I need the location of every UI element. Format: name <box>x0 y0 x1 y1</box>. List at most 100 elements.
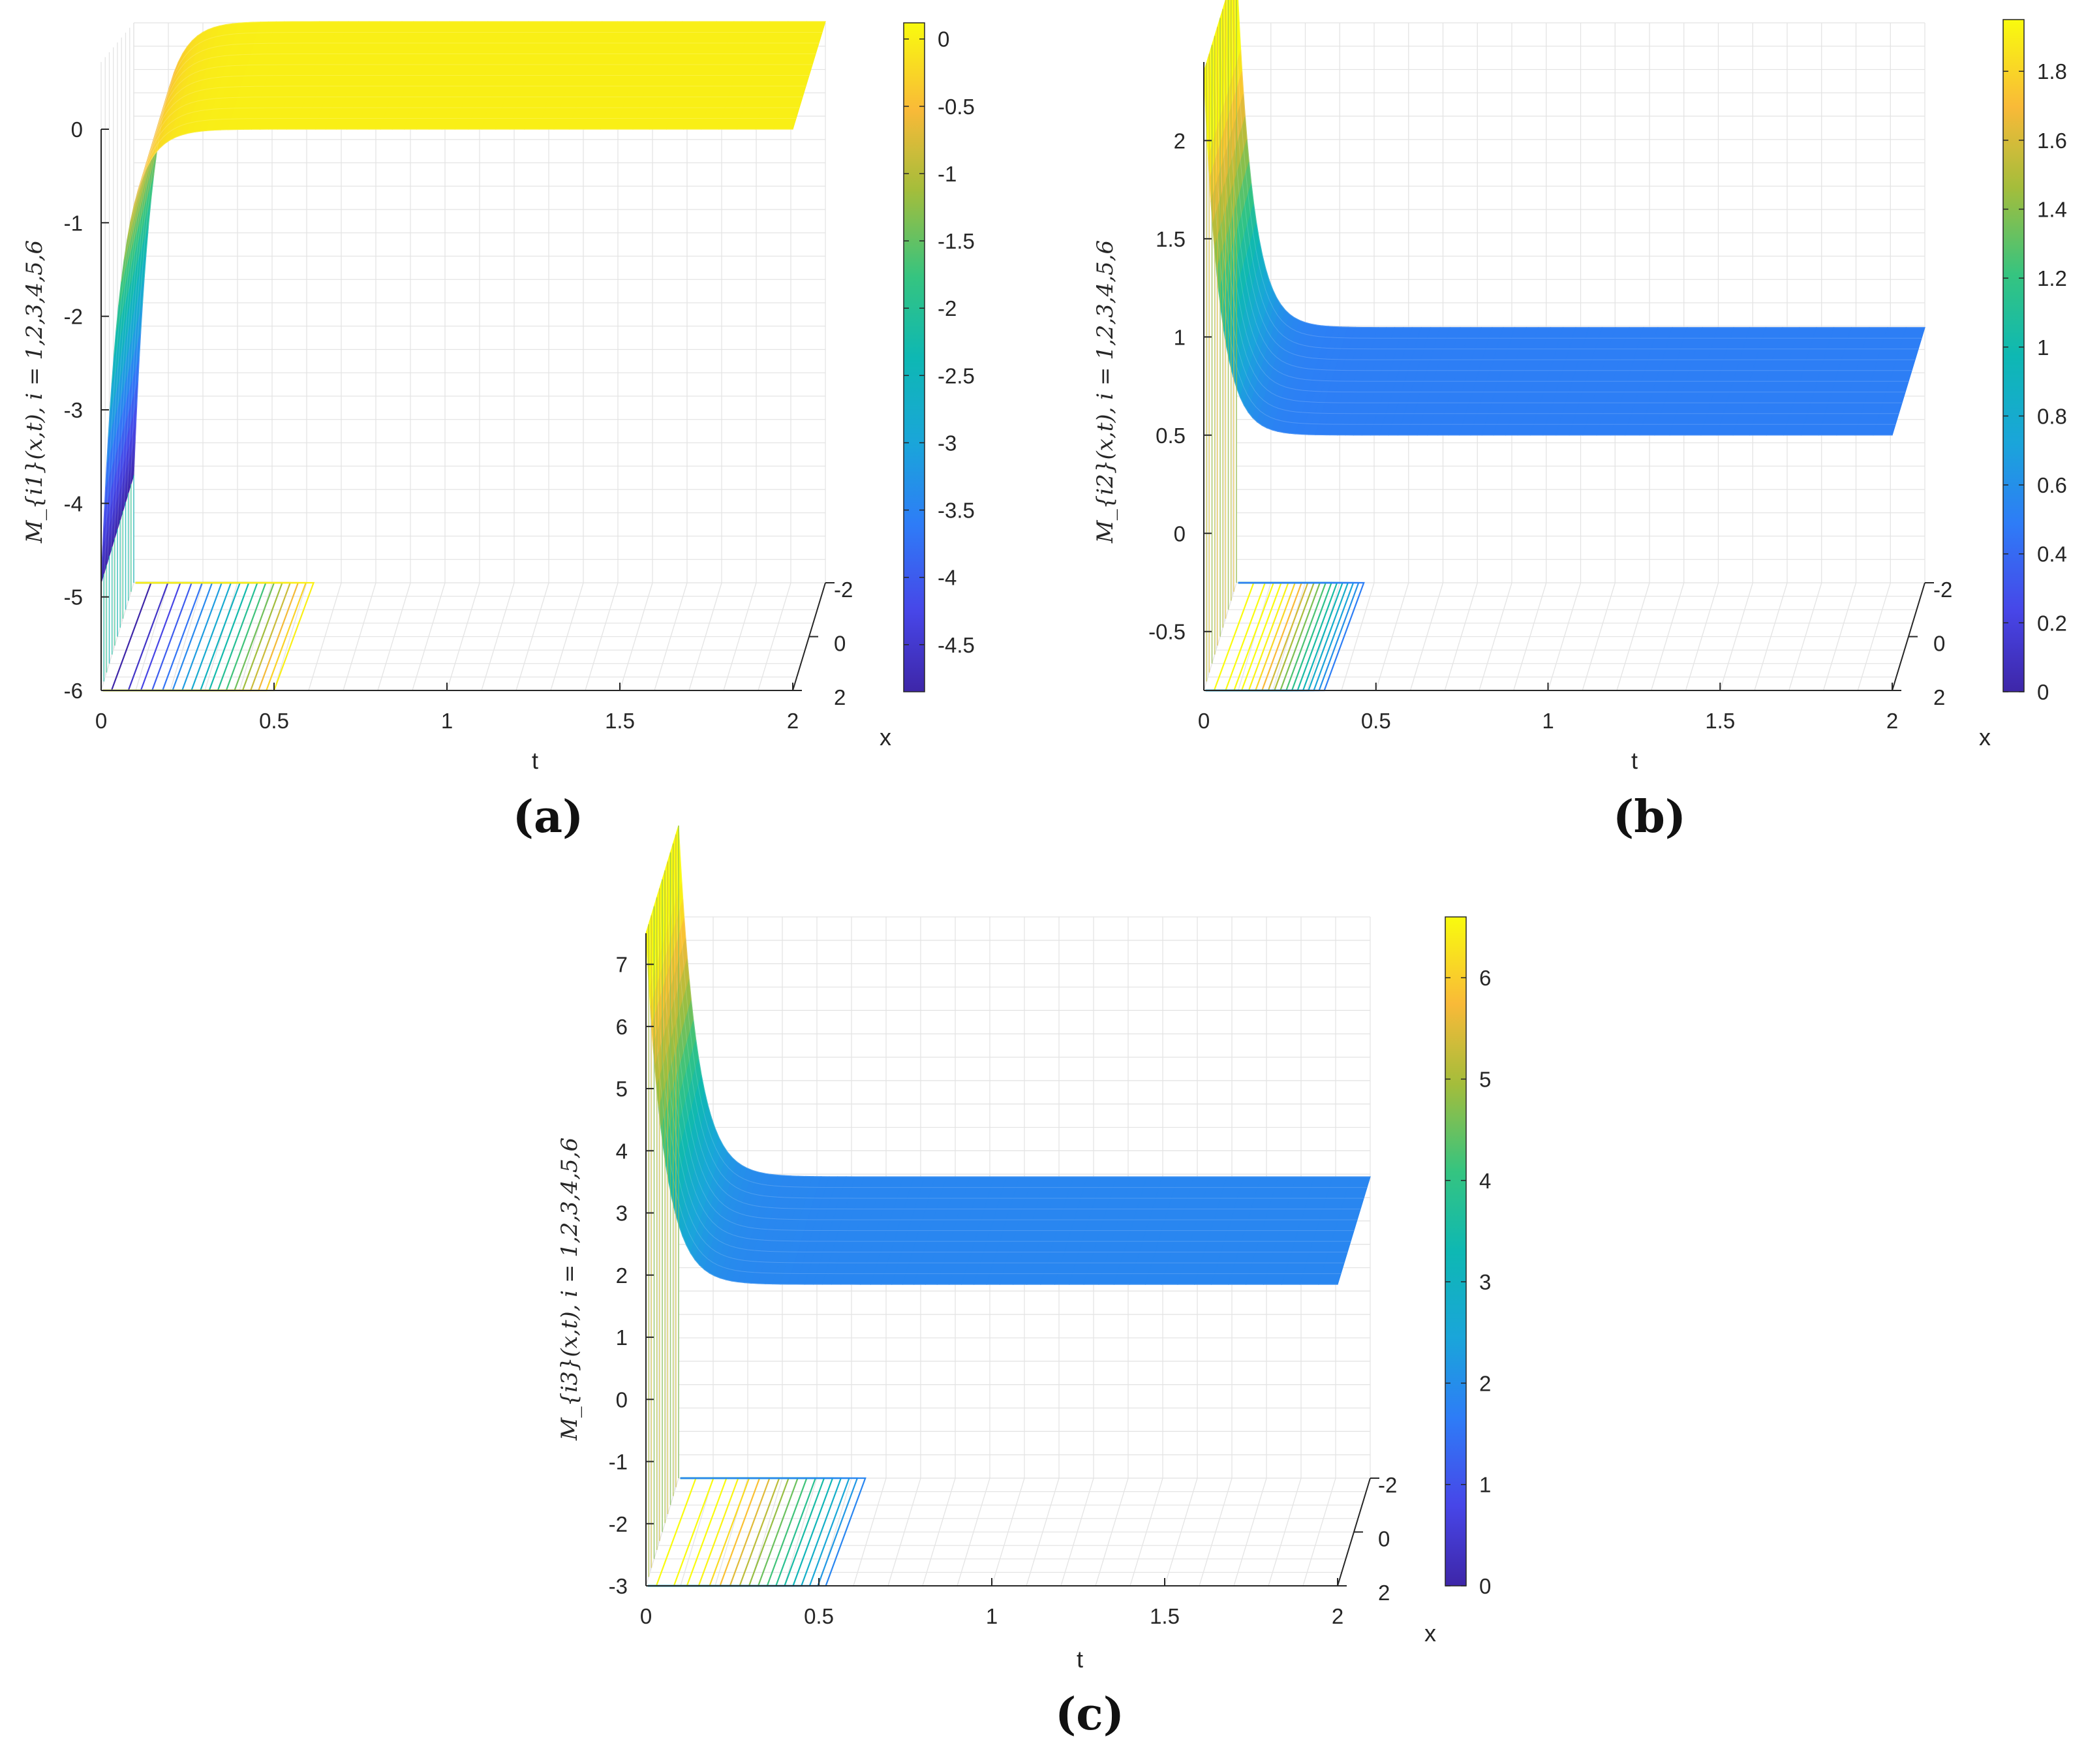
t-tick-label: 0.5 <box>259 709 289 733</box>
colorbar-tick-label: -0.5 <box>938 95 975 119</box>
x-tick-label: -2 <box>1378 1473 1397 1497</box>
colorbar-tick-label: -2 <box>938 296 957 320</box>
colorbar-tick-label: 3 <box>1479 1270 1491 1294</box>
z-tick-label: 0 <box>1174 521 1186 546</box>
panel-c-x-label: x <box>1424 1620 1436 1647</box>
z-tick-label: 0.5 <box>1156 424 1186 448</box>
surface-mesh-line <box>1223 7 1912 371</box>
panel-b-colorbar-ticks: 1.8 1.6 1.4 1.2 1 0.8 0.6 0.4 0.2 0 <box>2003 59 2067 704</box>
panel-a-x-label: x <box>880 724 891 750</box>
t-tick-label: 1 <box>986 1604 998 1628</box>
x-tick-label: 2 <box>1933 685 1945 709</box>
colorbar-tick-label: 1.8 <box>2037 59 2067 84</box>
panel-c-colorbar-ticks: 6 5 4 3 2 1 0 <box>1445 966 1491 1598</box>
colorbar-tick-label: 1.2 <box>2037 266 2067 290</box>
z-tick-label: -3 <box>609 1574 628 1598</box>
surface-mesh-line <box>1234 0 1922 339</box>
surface-mesh-line <box>107 107 799 562</box>
t-tick-label: 1.5 <box>1150 1604 1180 1628</box>
colorbar-tick-label: 1 <box>1479 1473 1491 1497</box>
colorbar-tick-label: 4 <box>1479 1169 1491 1193</box>
colorbar-tick-label: 0.2 <box>2037 611 2067 635</box>
surface-mesh-line <box>655 901 1347 1253</box>
surface-mesh-line <box>652 911 1344 1263</box>
colorbar-tick-label: 1 <box>2037 335 2049 360</box>
colorbar-tick-label: 6 <box>1479 966 1491 990</box>
surface-mesh-line <box>1238 0 1925 328</box>
z-tick-label: -4 <box>64 491 83 516</box>
z-tick-label: 4 <box>616 1139 628 1163</box>
surface-patch <box>1873 327 1925 436</box>
panel-a-colorbar-ticks: 0 -0.5 -1 -1.5 -2 -2.5 -3 -3.5 -4 -4.5 <box>904 27 975 657</box>
colorbar-tick-label: 0.6 <box>2037 473 2067 497</box>
panel-c-colorbar: 6 5 4 3 2 1 0 <box>1445 916 1491 1598</box>
panel-c-colorbar-gradient <box>1445 916 1467 1586</box>
x-tick-label: 0 <box>1378 1527 1390 1551</box>
surface-mesh <box>645 825 1371 1586</box>
z-tick-label: 1 <box>1174 325 1186 349</box>
surface-mesh-line <box>127 42 819 497</box>
t-tick-label: 1.5 <box>1705 709 1735 733</box>
colorbar-tick-label: -1 <box>938 162 957 186</box>
surface-mesh-line <box>1210 50 1899 414</box>
colorbar-tick-label: 0.4 <box>2037 542 2067 566</box>
panel-b-x-label: x <box>1979 724 1991 750</box>
surface-mesh-line <box>671 846 1364 1199</box>
colorbar-tick-label: -2.5 <box>938 364 975 388</box>
panel-a-t-label: t <box>532 747 538 774</box>
colorbar-tick-label: 0.8 <box>2037 404 2067 428</box>
surface-mesh-line <box>130 32 822 486</box>
colorbar-tick-label: -4 <box>938 566 957 590</box>
surface-mesh-line <box>675 836 1367 1188</box>
z-tick-label: 2 <box>616 1263 628 1288</box>
panel-b-z-label: M_{i2}(x,t), i = 1,2,3,4,5,6 <box>1092 240 1118 544</box>
t-tick-label: 2 <box>1332 1604 1343 1628</box>
x-tick-label: 0 <box>1933 632 1945 656</box>
panel-b-plot: 0 0.5 1 1.5 2 -2 0 2 2 1.5 1 0.5 0 -0.5 <box>1148 0 1952 733</box>
surface-mesh-line <box>114 85 806 540</box>
colorbar-tick-label: 1.4 <box>2037 198 2067 222</box>
panel-b-colorbar: 1.8 1.6 1.4 1.2 1 0.8 0.6 0.4 0.2 0 <box>2002 19 2067 704</box>
x-tick-label: 0 <box>834 632 846 656</box>
colorbar-tick-label: -4.5 <box>938 633 975 657</box>
t-tick-label: 0 <box>1198 709 1210 733</box>
surface-mesh-line <box>658 890 1351 1242</box>
panel-b-t-label: t <box>1631 747 1638 774</box>
t-tick-label: 0 <box>95 709 107 733</box>
x-tick-label: 2 <box>1378 1581 1390 1605</box>
t-tick-label: 0.5 <box>804 1604 834 1628</box>
z-tick-label: 0 <box>616 1387 628 1412</box>
surface-patch <box>1318 1176 1371 1285</box>
z-tick-label: -1 <box>609 1450 628 1474</box>
surface-mesh-line <box>1213 39 1902 403</box>
z-tick-label: -3 <box>64 398 83 422</box>
tick-labels: 0 0.5 1 1.5 2 -2 0 2 0 -1 -2 -3 -4 -5 -6 <box>64 117 853 733</box>
colorbar-tick-label: 0 <box>1479 1574 1491 1598</box>
panel-a-caption: (a) <box>513 791 583 843</box>
t-tick-label: 1 <box>1542 709 1554 733</box>
x-tick-label: -2 <box>834 578 853 602</box>
x-tick-label: 2 <box>834 685 846 709</box>
panel-a-z-label: M_{i1}(x,t), i = 1,2,3,4,5,6 <box>22 240 48 544</box>
surface-mesh-line <box>665 868 1357 1220</box>
t-tick-label: 0.5 <box>1361 709 1391 733</box>
colorbar-tick-label: -3.5 <box>938 499 975 523</box>
z-tick-label: 7 <box>616 953 628 977</box>
panel-b-caption: (b) <box>1613 791 1686 843</box>
t-tick-label: 2 <box>787 709 799 733</box>
colorbar-tick-label: -3 <box>938 431 957 455</box>
surface-mesh-line <box>678 825 1370 1177</box>
colorbar-tick-label: -1.5 <box>938 229 975 253</box>
surface-mesh-line <box>1226 0 1915 360</box>
panel-a-colorbar: 0 -0.5 -1 -1.5 -2 -2.5 -3 -3.5 -4 -4.5 <box>903 22 975 692</box>
z-tick-label: 0 <box>71 117 83 142</box>
surface-mesh-line <box>104 118 796 572</box>
tick-labels: 0 0.5 1 1.5 2 -2 0 2 7 6 5 4 3 2 1 0 -1 -2 -3 <box>609 953 1398 1628</box>
z-tick-label: 3 <box>616 1201 628 1226</box>
surface-mesh-line <box>117 75 809 529</box>
t-tick-label: 2 <box>1886 709 1898 733</box>
t-tick-label: 1 <box>441 709 453 733</box>
z-tick-label: -5 <box>64 585 83 610</box>
